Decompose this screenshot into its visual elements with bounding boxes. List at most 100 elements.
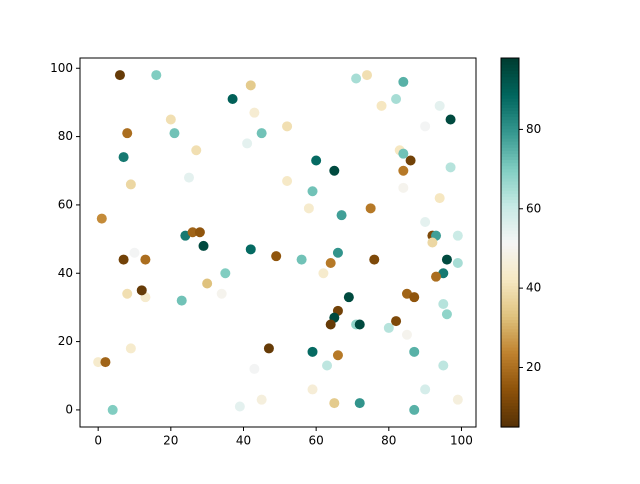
x-tick-label: 100 xyxy=(450,434,473,448)
colorbar-slice xyxy=(501,214,519,219)
colorbar-slice xyxy=(501,414,519,419)
colorbar-slice xyxy=(501,217,519,222)
point xyxy=(307,186,318,197)
point xyxy=(329,398,340,409)
point xyxy=(216,288,227,299)
point xyxy=(165,114,176,125)
colorbar-slice xyxy=(501,313,519,317)
point xyxy=(191,145,202,156)
point xyxy=(242,138,253,149)
colorbar-slice xyxy=(501,347,519,351)
colorbar-slice xyxy=(501,270,519,274)
point xyxy=(445,114,456,125)
point xyxy=(441,254,452,265)
colorbar-slice xyxy=(501,417,519,422)
point xyxy=(434,100,445,111)
colorbar-slice xyxy=(501,273,519,277)
colorbar-slice xyxy=(501,113,519,118)
point xyxy=(332,247,343,258)
point xyxy=(369,254,380,265)
colorbar-slice xyxy=(501,190,519,194)
colorbar-slice xyxy=(501,383,519,388)
point xyxy=(307,384,318,395)
colorbar-slice xyxy=(501,319,519,324)
colorbar-slice xyxy=(501,390,519,394)
colorbar-slice xyxy=(501,141,519,145)
colorbar-slice xyxy=(501,70,519,74)
colorbar-slice xyxy=(501,171,519,176)
point xyxy=(227,94,238,104)
colorbar-slice xyxy=(501,205,519,210)
point xyxy=(107,404,118,415)
colorbar-slice xyxy=(501,285,519,290)
point xyxy=(322,360,333,371)
point xyxy=(398,182,409,193)
colorbar-slice xyxy=(501,230,519,234)
y-tick-label: 80 xyxy=(58,129,73,143)
colorbar-slice xyxy=(501,137,519,142)
colorbar-tick-label: 40 xyxy=(526,281,541,295)
colorbar-slice xyxy=(501,58,519,62)
colorbar-slice xyxy=(501,199,519,204)
colorbar-slice xyxy=(501,393,519,397)
colorbar-slice xyxy=(501,276,519,280)
colorbar-slice xyxy=(501,184,519,188)
colorbar-slice xyxy=(501,104,519,108)
colorbar-slice xyxy=(501,260,519,265)
colorbar-slice xyxy=(501,236,519,241)
point xyxy=(96,213,107,224)
point xyxy=(318,268,329,279)
x-tick-label: 20 xyxy=(163,434,178,448)
colorbar-slice xyxy=(501,423,519,428)
point xyxy=(329,165,340,176)
colorbar-slice xyxy=(501,177,519,182)
point xyxy=(452,258,463,268)
colorbar-slice xyxy=(501,304,519,308)
point xyxy=(129,247,140,258)
colorbar-slice xyxy=(501,353,519,357)
point xyxy=(198,240,209,251)
point xyxy=(118,254,129,265)
colorbar-slice xyxy=(501,267,519,271)
point xyxy=(249,363,260,374)
colorbar-slice xyxy=(501,288,519,293)
colorbar-slice xyxy=(501,328,519,333)
point xyxy=(93,357,104,368)
colorbar-slice xyxy=(501,248,519,253)
colorbar-slice xyxy=(501,365,519,370)
point xyxy=(420,121,431,132)
point xyxy=(245,244,256,255)
colorbar-slice xyxy=(501,101,519,105)
colorbar-slice xyxy=(501,227,519,231)
colorbar-slice xyxy=(501,242,519,247)
point xyxy=(122,288,133,299)
point xyxy=(427,237,438,248)
colorbar-slice xyxy=(501,334,519,339)
point xyxy=(256,128,267,139)
point xyxy=(391,94,402,104)
colorbar-slice xyxy=(501,156,519,161)
point xyxy=(365,203,376,214)
y-tick-label: 0 xyxy=(65,402,73,416)
point xyxy=(114,70,125,81)
point xyxy=(325,319,336,330)
colorbar-slice xyxy=(501,368,519,373)
colorbar-slice xyxy=(501,153,519,157)
colorbar-slice xyxy=(501,94,519,99)
colorbar-slice xyxy=(501,322,519,327)
colorbar-slice xyxy=(501,331,519,336)
colorbar-slice xyxy=(501,340,519,345)
colorbar-slice xyxy=(501,150,519,154)
colorbar-slice xyxy=(501,162,519,167)
colorbar-slice xyxy=(501,193,519,197)
colorbar-slice xyxy=(501,251,519,256)
colorbar-slice xyxy=(501,374,519,379)
point xyxy=(118,152,129,163)
colorbar-slice xyxy=(501,337,519,342)
colorbar-slice xyxy=(501,239,519,244)
colorbar-slice xyxy=(501,159,519,164)
colorbar-slice xyxy=(501,282,519,287)
point xyxy=(376,100,387,111)
point xyxy=(202,278,213,289)
